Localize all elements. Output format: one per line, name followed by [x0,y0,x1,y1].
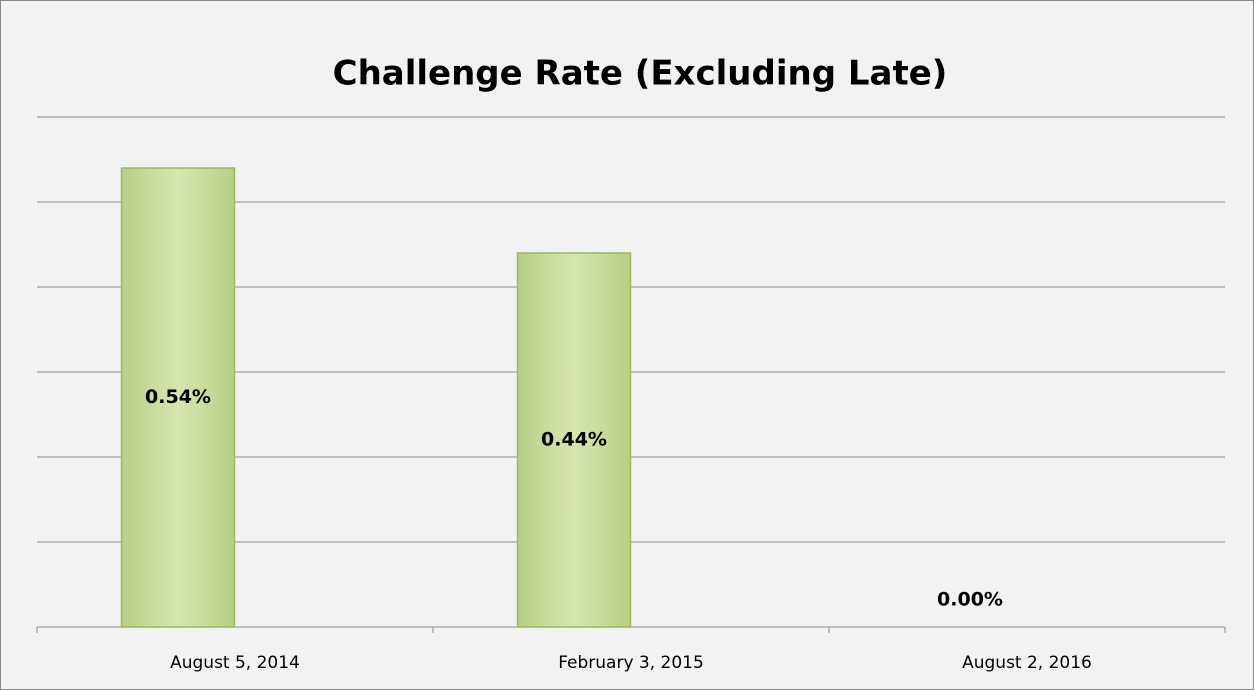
chart-title: Challenge Rate (Excluding Late) [333,54,948,94]
data-label: 0.00% [937,589,1003,611]
bar [516,252,632,628]
data-label: 0.54% [145,386,211,408]
data-label: 0.44% [541,429,607,451]
x-tick-label: February 3, 2015 [558,653,704,673]
x-tick-label: August 5, 2014 [170,653,300,673]
bar [120,167,236,628]
x-tick-label: August 2, 2016 [962,653,1092,673]
